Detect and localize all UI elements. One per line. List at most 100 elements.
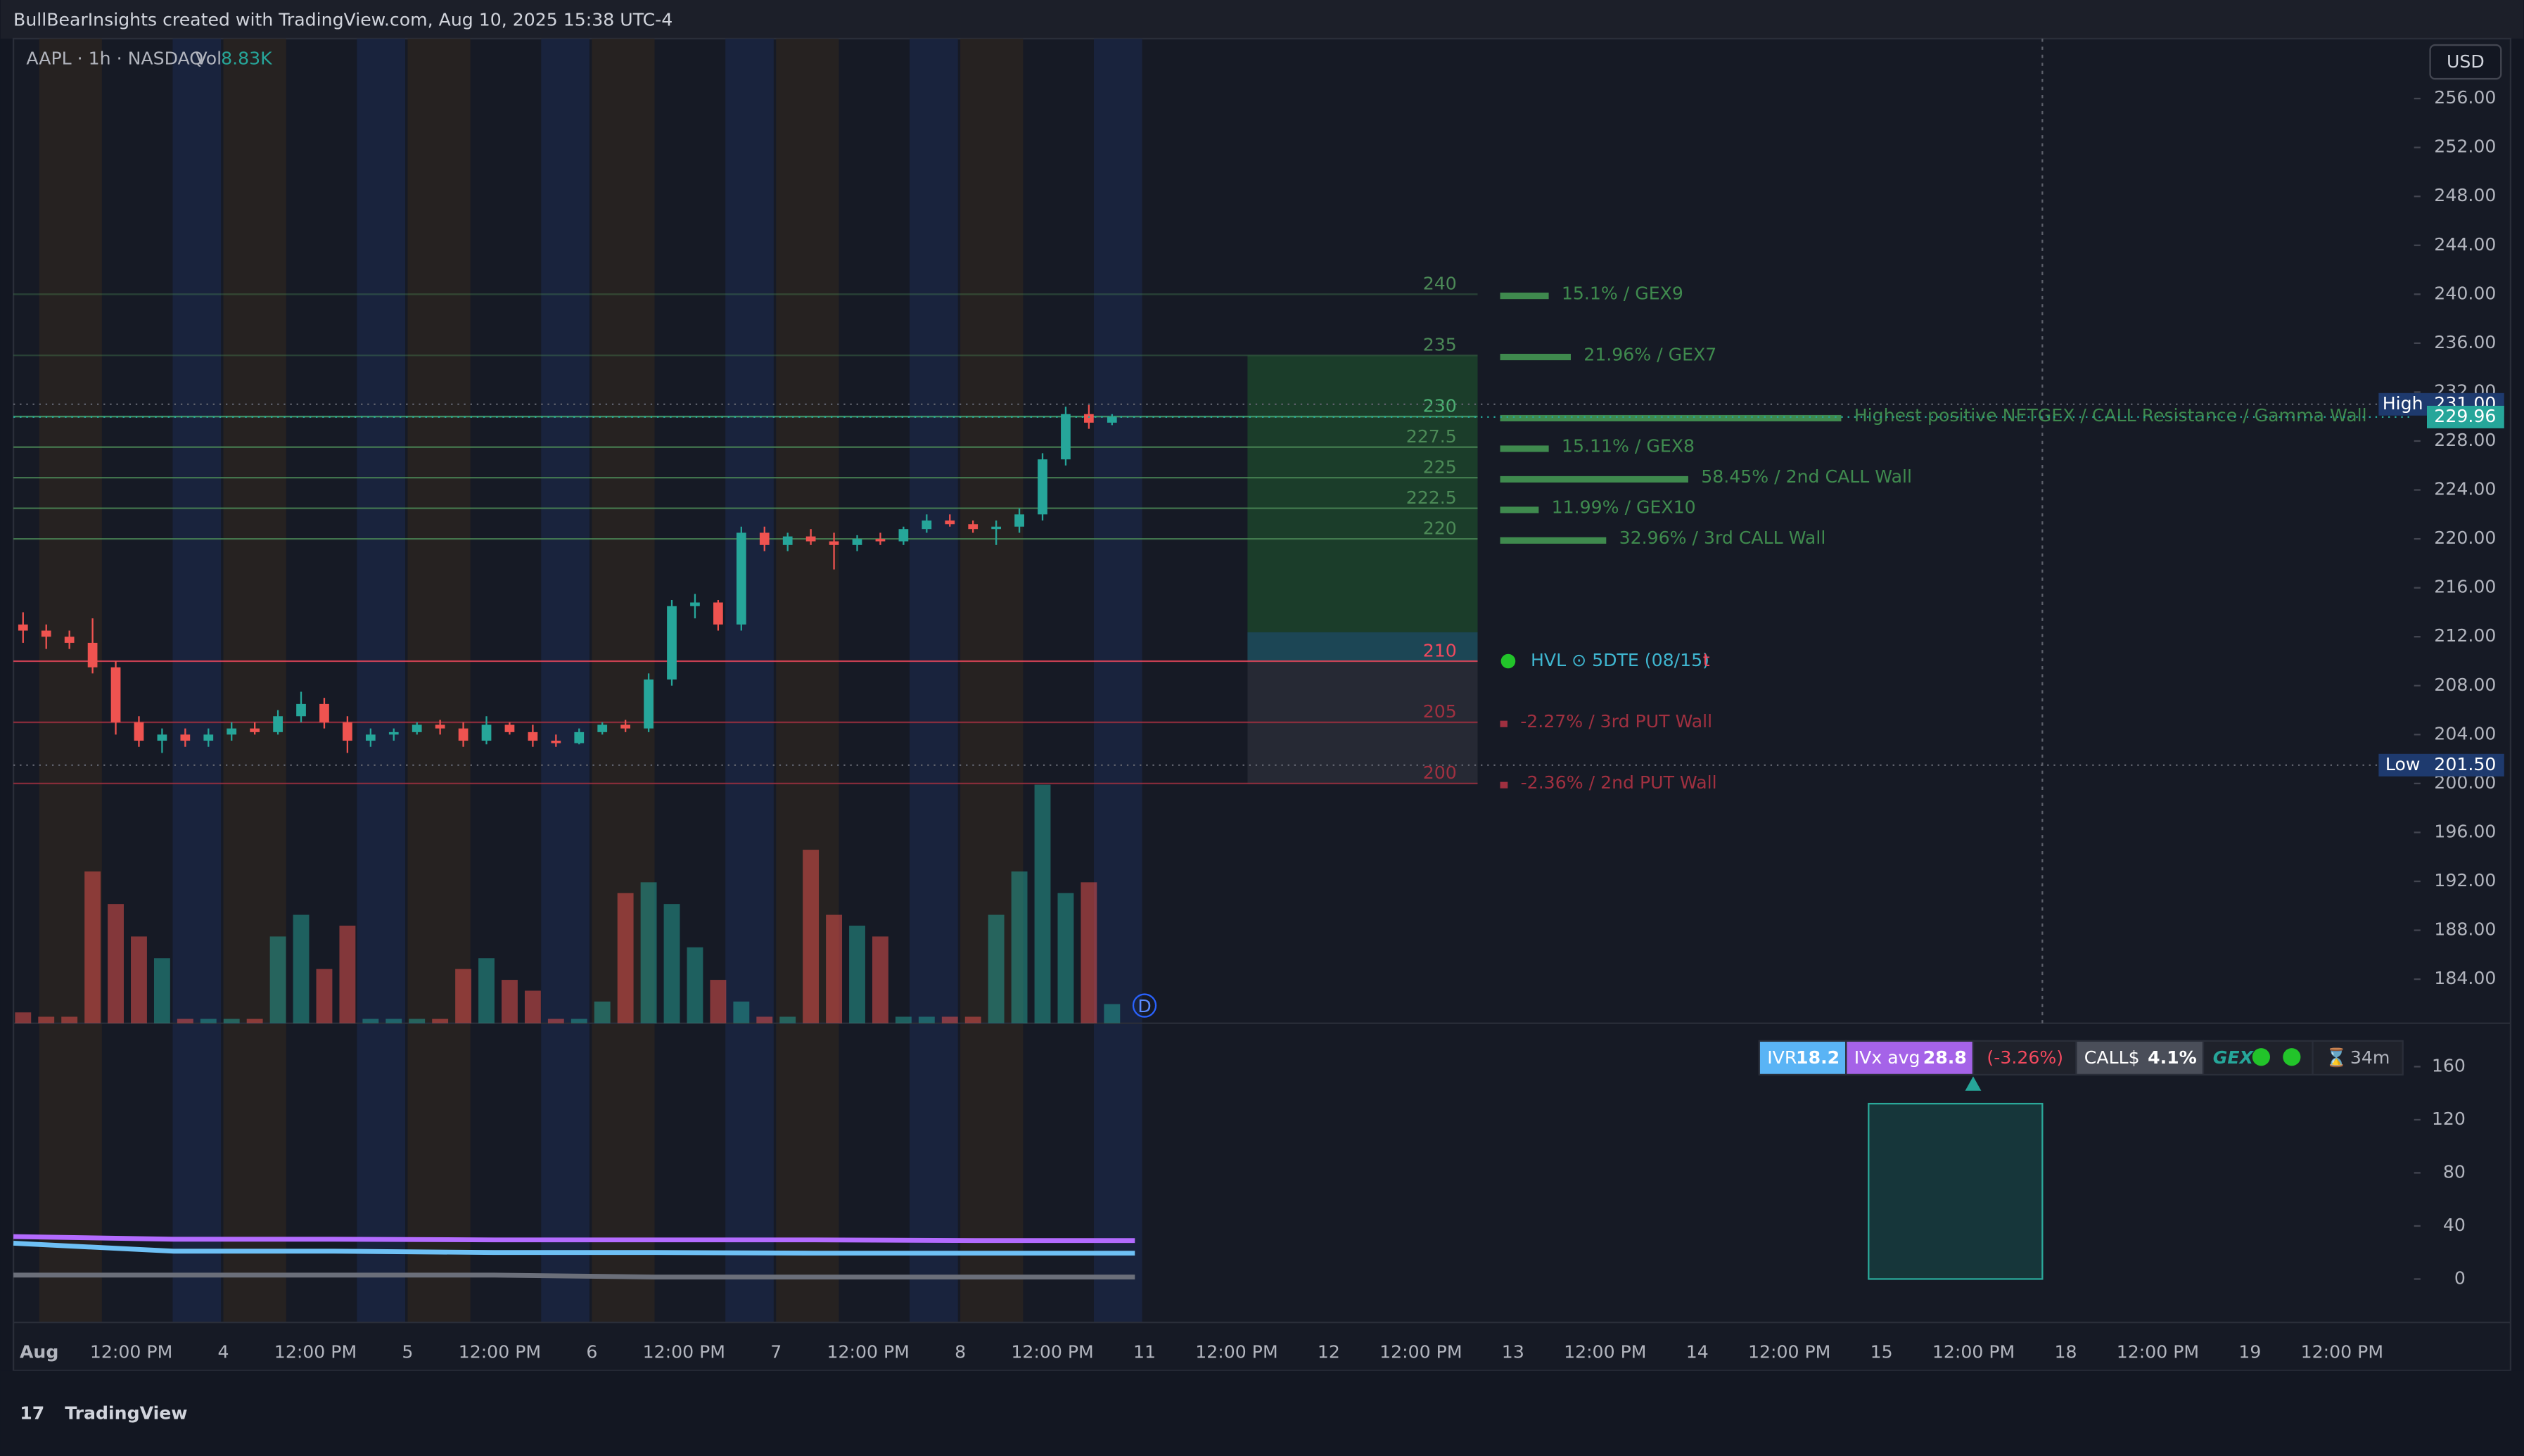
osc-tick-label: 40 [2443, 1215, 2466, 1235]
volume-bar [223, 1018, 240, 1023]
candle-body [759, 532, 770, 545]
level-note: 15.1% / GEX9 [1562, 283, 1683, 303]
candle-body [64, 637, 75, 643]
candle-body [574, 732, 585, 743]
volume-bar [733, 1001, 750, 1023]
volume-bar [687, 947, 703, 1023]
volume-bar [409, 1018, 426, 1023]
volume-bar [964, 1016, 981, 1023]
x-tick-label: 7 [770, 1342, 782, 1362]
osc-tick-label: 160 [2432, 1055, 2466, 1075]
gex-bar [1500, 475, 1688, 483]
badge-label: CALL$ [2084, 1047, 2140, 1068]
badge-label: IVx avg [1854, 1047, 1920, 1068]
afterhours-band [1093, 38, 1142, 1323]
candle-body [180, 734, 191, 741]
candle-body [991, 526, 1002, 530]
level-note: 15.11% / GEX8 [1562, 436, 1695, 456]
premarket-band [223, 38, 286, 1323]
candle-body [713, 602, 723, 625]
y-tick-label: 204.00 [2434, 723, 2496, 743]
level-note: Highest positive NETGEX / CALL Resistanc… [1854, 405, 2367, 426]
candle-body [875, 539, 886, 542]
y-tick-label: 184.00 [2434, 968, 2496, 988]
afterhours-band [725, 38, 774, 1323]
volume-bar [849, 925, 865, 1023]
candle-body [365, 734, 376, 741]
price-tag-name-bg [2378, 753, 2427, 777]
y-tick-label: 228.00 [2434, 430, 2496, 450]
volume-bar [640, 882, 657, 1023]
volume-bar [1081, 882, 1097, 1023]
candle-body [227, 728, 237, 735]
y-tick-label: 236.00 [2434, 332, 2496, 352]
candle-body [481, 724, 492, 741]
level-label: 220 [1423, 518, 1457, 538]
y-tick-label: 252.00 [2434, 136, 2496, 157]
osc-tick-label: 120 [2432, 1109, 2466, 1129]
premarket-band [960, 38, 1024, 1323]
premarket-band [776, 38, 839, 1323]
candle-body [898, 529, 909, 542]
volume-bar [826, 914, 843, 1023]
x-tick-label: 19 [2238, 1342, 2261, 1362]
level-note: 11.99% / GEX10 [1552, 497, 1696, 518]
volume-bar [108, 904, 124, 1023]
y-tick-label: 224.00 [2434, 479, 2496, 499]
y-tick-label: 192.00 [2434, 870, 2496, 890]
candle-body [597, 724, 608, 732]
x-tick-label: 12:00 PM [274, 1342, 357, 1362]
logo-mark: 17 [20, 1403, 44, 1424]
y-tick-label: 216.00 [2434, 577, 2496, 597]
candle-body [110, 667, 121, 722]
x-tick-label: 12:00 PM [1932, 1342, 2015, 1362]
y-tick-label: 240.00 [2434, 283, 2496, 303]
brand: TradingView [65, 1403, 187, 1424]
candle-body [388, 732, 399, 735]
volume-bar [710, 980, 727, 1023]
volume-bar [478, 958, 495, 1023]
gex-bar [1500, 353, 1571, 361]
price-tag-name-bg [2378, 392, 2427, 416]
price-tag-name: High [2383, 393, 2423, 414]
candle-body [296, 703, 306, 717]
x-tick-label: 12:00 PM [459, 1342, 541, 1362]
gex-bar [1500, 506, 1539, 513]
x-tick-label: 12:00 PM [643, 1342, 725, 1362]
hvl-dot [1500, 653, 1516, 669]
header-bar [0, 0, 2524, 39]
volume-bar [432, 1018, 449, 1023]
y-tick-label: 196.00 [2434, 821, 2496, 841]
marker-arrow [1965, 1076, 1982, 1091]
candle-body [343, 722, 352, 741]
level-label: 227.5 [1406, 426, 1457, 447]
vol-label: Vol [196, 49, 222, 69]
badge-text: (-3.26%) [1987, 1047, 2063, 1068]
price-tag-name: Low [2385, 754, 2421, 774]
level-label: 200 [1423, 762, 1457, 783]
footer [0, 1370, 2524, 1456]
volume-bar [547, 1018, 564, 1023]
y-tick-label: 212.00 [2434, 625, 2496, 646]
badge-dot [2283, 1048, 2301, 1066]
y-tick-label: 208.00 [2434, 675, 2496, 695]
candle-body [87, 642, 98, 668]
gex-bar [1500, 720, 1508, 727]
candle-body [435, 724, 445, 729]
x-tick-label: 12 [1318, 1342, 1340, 1362]
currency[interactable]: USD [2447, 51, 2485, 72]
candle-body [273, 716, 283, 732]
volume-bar [385, 1018, 402, 1023]
candle-body [852, 539, 862, 545]
candle-body [528, 732, 538, 741]
x-tick-label: 4 [218, 1342, 229, 1362]
volume-bar [316, 969, 333, 1023]
level-label: 235 [1423, 335, 1457, 355]
y-tick-label: 188.00 [2434, 919, 2496, 940]
candle-body [945, 521, 955, 525]
highlight-box [1868, 1102, 2044, 1280]
candle-body [1014, 514, 1024, 527]
currency-button[interactable] [2429, 44, 2502, 80]
osc-line [13, 1234, 1135, 1244]
